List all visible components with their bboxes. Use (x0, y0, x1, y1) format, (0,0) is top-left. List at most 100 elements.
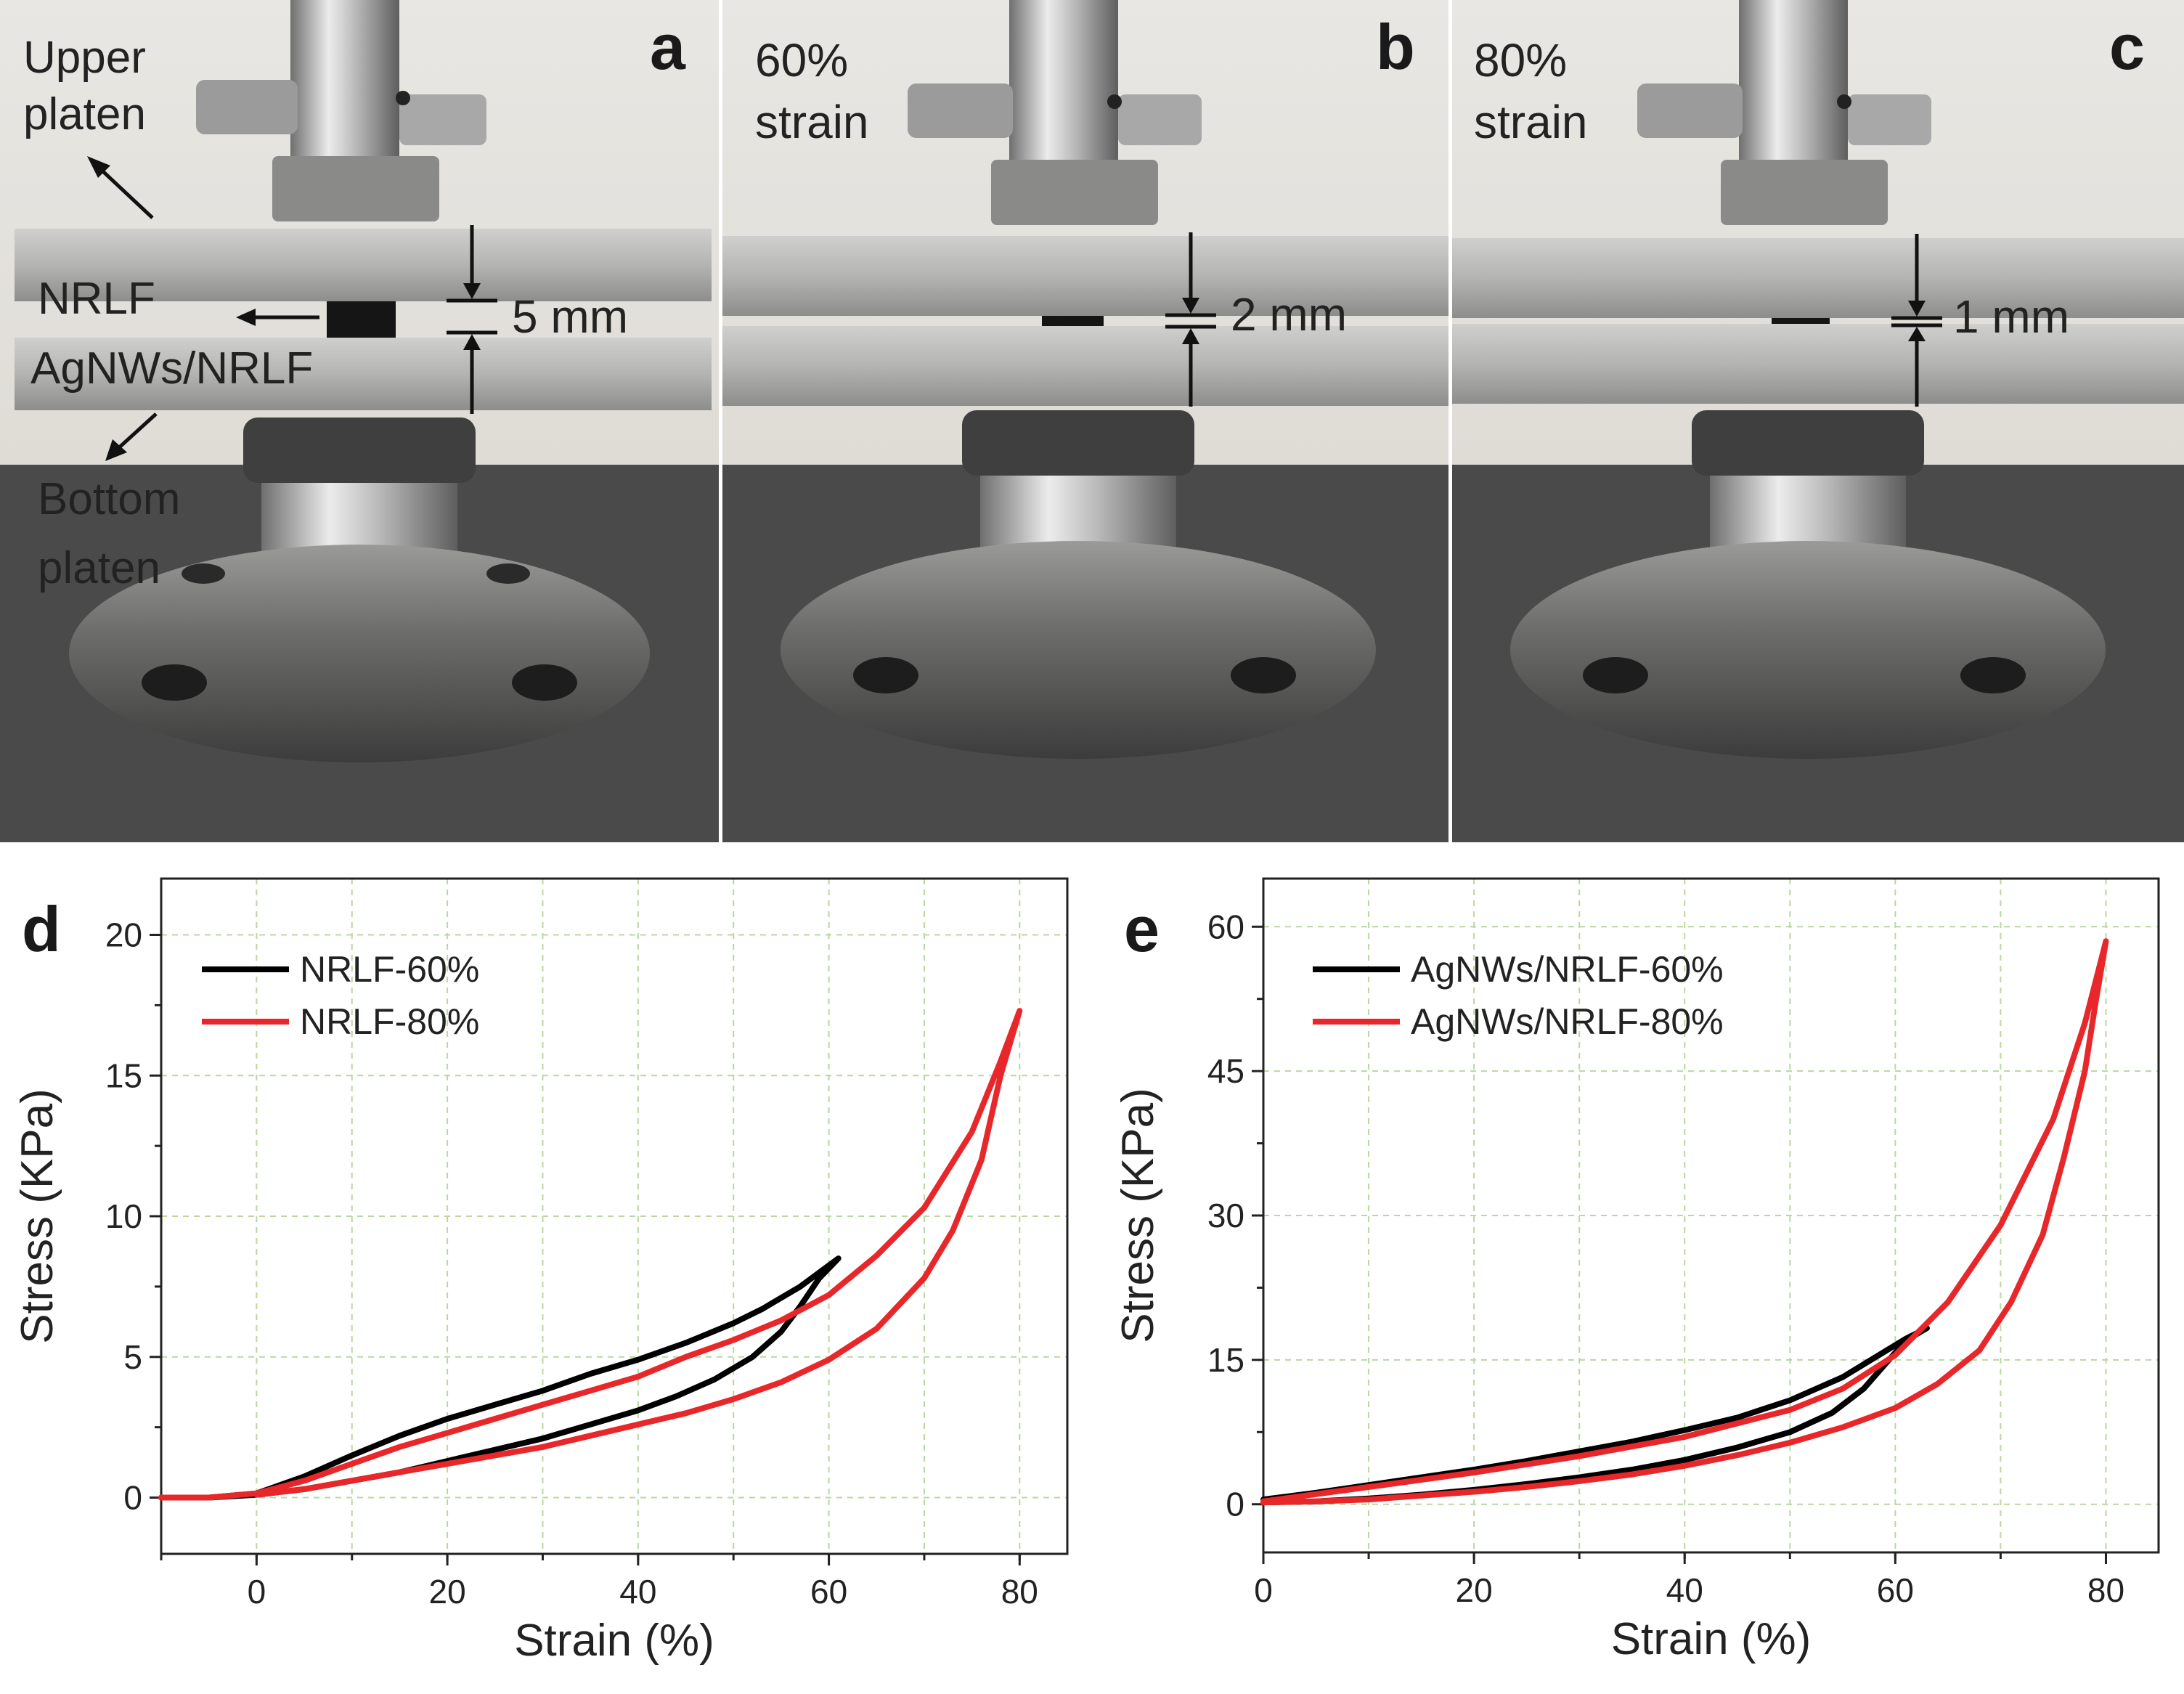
base-flange (1510, 541, 2106, 759)
upper-collar (272, 156, 439, 221)
y-tick-label: 0 (123, 1479, 142, 1517)
arrow-bottom-platen (115, 412, 158, 452)
legend-label-agnws-nrlf-80-: AgNWs/NRLF-80% (1411, 1001, 1724, 1042)
panel-letter-b: b (1376, 11, 1415, 83)
x-tick-label: 0 (248, 1573, 266, 1610)
label-nrlf: NRLF (38, 274, 155, 324)
base-flange (781, 541, 1376, 759)
sample-foam (327, 301, 396, 338)
label-upper-platen-2: platen (23, 89, 146, 139)
series-line-nrlf-80- (158, 1008, 1023, 1501)
bolt-right (1960, 657, 2026, 693)
y-tick-label: 10 (105, 1197, 142, 1235)
legend-label-agnws-nrlf-60-: AgNWs/NRLF-60% (1411, 949, 1724, 990)
gap-label-c: 1 mm (1953, 290, 2069, 343)
strain-label-c-2: strain (1474, 96, 1588, 148)
bottom-platen (1452, 324, 2184, 404)
series-line-agnws-nrlf-80- (1260, 938, 2109, 1506)
x-tick-label: 0 (1254, 1571, 1273, 1609)
label-agnws-nrlf: AgNWs/NRLF (30, 343, 313, 394)
photo-panel-a: Upper platen NRLF AgNWs/NRLF Bottom plat… (0, 0, 719, 842)
upper-collar (1721, 160, 1888, 225)
x-axis-label: Strain (%) (1611, 1614, 1812, 1664)
label-upper-platen-1: Upper (23, 33, 146, 83)
thumb-screw-left (1637, 84, 1743, 138)
arrowhead-upper-platen (87, 156, 110, 178)
chart-e: 0 20 40 60 80 0 15 30 45 60 Strain (%) Stress (KPa)… (1113, 877, 2160, 1664)
strain-label-b-1: 60% (755, 34, 848, 86)
photo-c-canvas: 80% strain 1 mm c (1452, 0, 2184, 842)
legend-label-nrlf-60-: NRLF-60% (300, 949, 479, 990)
gap-marker-c (1891, 234, 1942, 407)
panel-letter-d: d (22, 893, 61, 965)
photo-b-canvas: 60% strain 2 mm b (722, 0, 1448, 842)
upper-rod (1009, 0, 1118, 167)
x-tick-label: 60 (810, 1573, 847, 1610)
y-tick-label: 20 (105, 916, 142, 954)
upper-collar (991, 160, 1158, 225)
bolt-left (853, 657, 918, 693)
upper-platen (722, 236, 1448, 316)
rod-hole (396, 91, 410, 105)
y-tick-label: 45 (1207, 1052, 1244, 1090)
lower-knurled-ring (243, 418, 476, 483)
lower-knurled-ring (1692, 410, 1924, 476)
y-tick-label: 60 (1207, 908, 1244, 945)
gap-label-b: 2 mm (1231, 288, 1347, 341)
bolt-left (142, 664, 207, 701)
strain-label-b-2: strain (755, 96, 869, 148)
thumb-screw-left (908, 84, 1013, 138)
y-tick-label: 30 (1207, 1197, 1244, 1234)
arrow-upper-platen (93, 162, 154, 219)
label-bottom-platen-2: platen (38, 543, 160, 593)
upper-rod (1739, 0, 1848, 167)
bolt-right (1231, 657, 1296, 693)
lower-knurled-ring (962, 410, 1194, 476)
panel-letter-c: c (2109, 11, 2145, 83)
sample-foam (1042, 316, 1104, 326)
photo-panel-b: 60% strain 2 mm b (722, 0, 1448, 842)
bolt-left (1583, 657, 1648, 693)
x-tick-label: 40 (1666, 1571, 1703, 1609)
chart-d: 0 20 40 60 80 0 5 10 15 20 Strain (%) Stress (KPa) d… (12, 877, 1069, 1666)
thumb-screw-right (1118, 94, 1202, 145)
base-flange (69, 545, 650, 762)
upper-platen (1452, 238, 2184, 318)
y-tick-label: 15 (1207, 1341, 1244, 1379)
label-bottom-platen-1: Bottom (38, 474, 180, 524)
bolt-back-left (182, 563, 225, 584)
sample-foam (1772, 318, 1830, 324)
y-tick-label: 0 (1226, 1486, 1244, 1523)
bolt-right (512, 664, 577, 701)
gap-marker-a (447, 225, 497, 414)
x-tick-label: 20 (429, 1573, 466, 1610)
thumb-screw-right (399, 94, 486, 145)
bottom-platen (722, 326, 1448, 406)
panel-letter-e: e (1124, 893, 1160, 965)
x-tick-label: 80 (2087, 1571, 2124, 1609)
x-tick-label: 60 (1877, 1571, 1914, 1609)
gap-marker-b (1165, 232, 1216, 407)
bottom-platen (15, 338, 712, 410)
photo-panel-c: 80% strain 1 mm c (1452, 0, 2184, 842)
x-tick-label: 40 (619, 1573, 656, 1610)
x-axis-label: Strain (%) (514, 1616, 714, 1666)
y-axis-label: Stress (KPa) (1113, 1088, 1163, 1343)
thumb-screw-left (196, 80, 298, 134)
y-tick-label: 5 (123, 1338, 142, 1376)
photo-a-canvas: Upper platen NRLF AgNWs/NRLF Bottom plat… (0, 0, 719, 842)
legend-label-nrlf-80-: NRLF-80% (300, 1001, 479, 1042)
thumb-screw-right (1848, 94, 1931, 145)
x-tick-label: 20 (1456, 1571, 1493, 1609)
chart-panel-d: 0 20 40 60 80 0 5 10 15 20 Strain (%) Stress (KPa) d… (0, 857, 1089, 1690)
x-tick-label: 80 (1001, 1573, 1038, 1610)
rod-hole (1107, 94, 1122, 109)
y-tick-label: 15 (105, 1056, 142, 1094)
arrowhead-bottom-platen (105, 439, 127, 461)
strain-label-c-1: 80% (1474, 34, 1567, 86)
chart-panel-e: 0 20 40 60 80 0 15 30 45 60 Strain (%) Stress (KPa)… (1095, 857, 2184, 1690)
y-axis-label: Stress (KPa) (12, 1088, 62, 1343)
upper-rod (290, 0, 399, 167)
panel-letter-a: a (650, 11, 686, 83)
